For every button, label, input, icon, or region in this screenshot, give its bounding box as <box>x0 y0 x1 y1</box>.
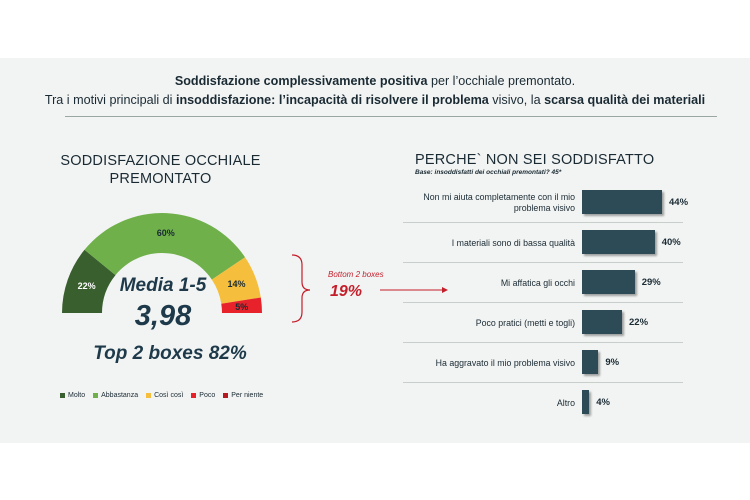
gauge-segment-così-così <box>211 257 261 304</box>
bar-category-line: I materiali sono di bassa qualità <box>451 237 575 248</box>
bracket-arrow-head <box>442 287 448 293</box>
bar-0 <box>582 190 662 214</box>
bar-chart-title: PERCHE` NON SEI SODDISFATTO <box>415 152 655 168</box>
bar-category-label-2: Mi affatica gli occhi <box>385 278 575 289</box>
bar-category-line: problema visivo <box>513 203 575 213</box>
gauge-label-1: 60% <box>157 228 175 238</box>
legend-swatch-2 <box>146 393 152 398</box>
bar-row-separator-3 <box>403 342 683 343</box>
bar-1 <box>582 230 655 254</box>
bar-5 <box>582 390 590 414</box>
media-value: 3,98 <box>134 300 192 332</box>
bar-2 <box>582 270 635 294</box>
bracket-shape <box>291 254 311 323</box>
bar-category-label-4: Ha aggravato il mio problema visivo <box>385 358 575 369</box>
bar-row-separator-4 <box>403 382 683 383</box>
bar-category-label-1: I materiali sono di bassa qualità <box>385 238 575 249</box>
bar-value-label-1: 40% <box>661 237 681 248</box>
bar-value-label-4: 9% <box>605 357 620 368</box>
gauge-label-2: 14% <box>227 279 245 289</box>
header-line-2: Tra i motivi principali di insoddisfazio… <box>0 91 750 110</box>
bar-value-label-5: 4% <box>596 397 610 408</box>
bar-category-label-0: Non mi aiuta completamente con il mio pro… <box>385 192 575 214</box>
legend-label-0: Molto <box>68 392 86 399</box>
legend-label-3: Poco <box>199 392 216 399</box>
header-line-2-b: insoddisfazione: l’incapacità di risolve… <box>175 93 489 107</box>
bar-category-line: Poco pratici (metti e togli) <box>475 317 575 328</box>
bar-value-label-2: 29% <box>641 277 661 288</box>
header-divider <box>65 116 717 117</box>
bar-category-label-5: Altro <box>385 398 575 409</box>
bar-category-line: Non mi aiuta completamente con il mio <box>423 192 575 202</box>
bar-category-line: Mi affatica gli occhi <box>500 277 575 288</box>
legend-item-1: Abbastanza <box>93 392 138 399</box>
gauge-title-line-2: PREMONTATO <box>109 171 212 187</box>
media-label: Media 1-5 <box>119 275 207 296</box>
legend-label-1: Abbastanza <box>101 392 139 399</box>
gauge-segment-poco <box>221 297 262 313</box>
bar-row-separator-0 <box>403 222 683 223</box>
legend-swatch-0 <box>60 393 65 398</box>
legend-swatch-4 <box>223 393 229 398</box>
bar-category-label-3: Poco pratici (metti e togli) <box>385 318 575 329</box>
header-line-1: Soddisfazione complessivamente positiva … <box>0 72 750 91</box>
bottom2-label: Bottom 2 boxes <box>328 270 384 279</box>
header-line-1-bold: Soddisfazione complessivamente positiva <box>174 74 428 88</box>
legend-item-0: Molto <box>60 392 85 399</box>
legend-item-4: Per niente <box>223 392 263 399</box>
bar-row-separator-1 <box>403 262 683 263</box>
header-line-1-rest: per l’occhiale premontato. <box>427 74 576 88</box>
legend-item-2: Così così <box>146 392 183 399</box>
slide-header: Soddisfazione complessivamente positiva … <box>0 72 750 110</box>
gauge-segment-molto <box>62 249 116 313</box>
legend-item-3: Poco <box>191 392 215 399</box>
legend-label-2: Così così <box>154 392 184 399</box>
gauge-label-3: 5% <box>235 302 248 312</box>
bar-3 <box>582 310 622 334</box>
gauge-legend: Molto Abbastanza Così così Poco Per niente <box>60 392 263 399</box>
header-line-2-d: scarsa qualità dei materiali <box>544 93 706 107</box>
gauge-label-0: 22% <box>78 281 96 291</box>
bar-value-label-3: 22% <box>629 317 649 328</box>
bar-category-line: Ha aggravato il mio problema visivo <box>435 357 575 368</box>
legend-swatch-1 <box>93 393 99 398</box>
legend-label-4: Per niente <box>231 392 264 399</box>
bottom2-value: 19% <box>330 283 363 300</box>
header-line-2-c: visivo, la <box>488 93 545 107</box>
header-line-2-a: Tra i motivi principali di <box>44 93 176 107</box>
bar-chart-base-note: Base: insoddisfatti dei occhiali premont… <box>415 169 562 176</box>
bar-row-separator-2 <box>403 302 683 303</box>
gauge-title: SODDISFAZIONE OCCHIALE PREMONTATO <box>58 152 263 188</box>
bar-4 <box>582 350 599 374</box>
gauge-title-line-1: SODDISFAZIONE OCCHIALE <box>60 153 261 169</box>
gauge-segment-abbastanza <box>84 213 246 280</box>
top2-boxes: Top 2 boxes 82% <box>93 343 247 364</box>
legend-swatch-3 <box>191 393 197 398</box>
bar-category-line: Altro <box>556 397 575 408</box>
bar-value-label-0: 44% <box>669 197 689 208</box>
